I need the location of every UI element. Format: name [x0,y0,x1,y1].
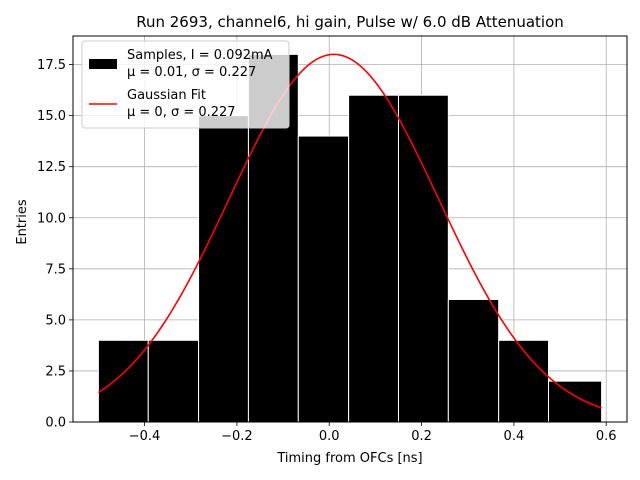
histogram-bars [97,53,603,423]
y-tick-label: 7.5 [45,262,66,277]
y-tick-label: 5.0 [45,313,66,328]
histogram-bar [198,115,249,423]
histogram-bar [397,94,449,423]
legend-samples-swatch [89,59,117,69]
legend: Samples, I = 0.092mA μ = 0.01, σ = 0.227… [81,40,290,129]
legend-fit-stats: μ = 0, σ = 0.227 [127,105,236,120]
chart-title: Run 2693, channel6, hi gain, Pulse w/ 6.… [136,13,564,31]
y-tick-label: 10.0 [37,211,66,226]
x-axis-label: Timing from OFCs [ns] [276,451,422,466]
legend-box [81,40,290,129]
histogram-bar [297,135,350,423]
histogram-bar [447,298,500,423]
fit-curve-layer [97,53,602,409]
x-tick-label: −0.2 [221,429,253,444]
y-tick-label: 0.0 [45,416,66,431]
y-tick-label: 15.0 [37,109,66,124]
y-tick-label: 12.5 [37,160,66,175]
y-tick-label: 17.5 [37,58,66,73]
x-tick-label: −0.4 [129,429,161,444]
legend-samples-stats: μ = 0.01, σ = 0.227 [127,65,256,80]
y-axis-label: Entries [15,199,30,245]
x-tick-label: 0.0 [319,429,340,444]
x-tick-label: 0.2 [411,429,432,444]
legend-samples-label: Samples, I = 0.092mA [127,48,273,63]
axes-frame [72,35,628,423]
histogram-bar [147,339,200,423]
gaussian-fit-curve [97,53,602,409]
legend-fit-label: Gaussian Fit [127,88,206,103]
y-axis-ticks: 0.0 2.5 5.0 7.5 10.0 12.5 15.0 17.5 [37,58,73,431]
histogram-bar [498,339,550,423]
y-tick-label: 2.5 [45,364,66,379]
x-tick-label: 0.4 [504,429,525,444]
x-tick-label: 0.6 [596,429,617,444]
histogram-bar [97,339,149,423]
x-axis-ticks: −0.4 −0.2 0.0 0.2 0.4 0.6 [129,422,617,444]
histogram-bar [348,94,399,423]
histogram-bar [548,380,603,423]
